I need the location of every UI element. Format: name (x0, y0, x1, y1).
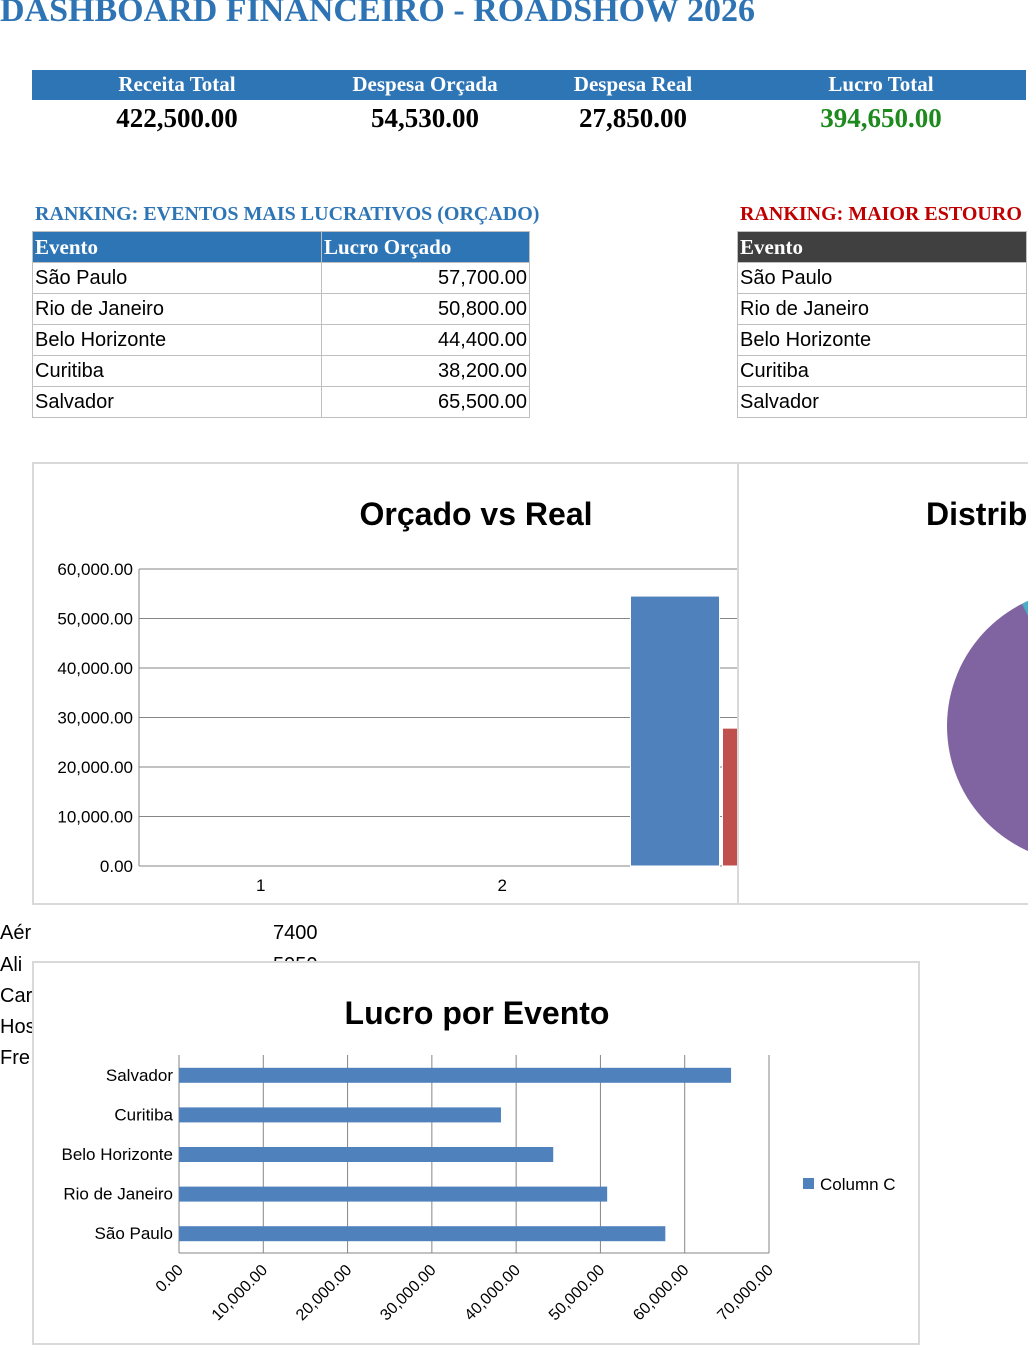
y-tick-label: 60,000.00 (57, 560, 133, 579)
bar (179, 1186, 608, 1202)
cell-lucro[interactable]: 57,700.00 (321, 262, 530, 294)
kpi-value-despesa-real: 27,850.00 (579, 103, 687, 133)
cell-label[interactable]: Fre (0, 1047, 30, 1069)
table-row: Curitiba 38,200.00 (32, 355, 530, 387)
y-tick-label: São Paulo (95, 1224, 173, 1243)
chart-title: Orçado vs Real (359, 496, 593, 532)
cell-evento[interactable]: Curitiba (32, 355, 322, 387)
cell-evento[interactable]: Belo Horizonte (737, 324, 1027, 356)
bar (179, 1067, 732, 1083)
bar (179, 1107, 501, 1123)
chart-lucro-por-evento-plot: 0.00 10,000.00 20,000.00 30,000.00 40,000.00… (61, 1055, 896, 1324)
cell-evento[interactable]: São Paulo (32, 262, 322, 294)
pie-chart (947, 600, 1028, 852)
cell-evento[interactable]: Salvador (32, 386, 322, 418)
table-row: Belo Horizonte 44,400.00 (32, 324, 530, 356)
cell-evento[interactable]: Rio de Janeiro (32, 293, 322, 325)
kpi-label-despesa-orcada: Despesa Orçada (352, 72, 498, 96)
cell-lucro[interactable]: 50,800.00 (321, 293, 530, 325)
table-row: Salvador (737, 386, 1027, 418)
kpi-value-receita: 422,500.00 (116, 103, 238, 133)
y-tick-label: 40,000.00 (57, 659, 133, 678)
cell-label[interactable]: Aér (0, 922, 32, 944)
y-tick-label: Salvador (106, 1066, 173, 1085)
legend-swatch (803, 1178, 814, 1189)
cell-evento[interactable]: Salvador (737, 386, 1027, 418)
bar (722, 727, 812, 867)
cell-lucro[interactable]: 44,400.00 (321, 324, 530, 356)
kpi-value-lucro: 394,650.00 (820, 103, 942, 133)
ranking-lucro-table: Evento Lucro Orçado São Paulo 57,700.00 Ri… (32, 231, 530, 418)
cell-value[interactable]: 7400 (273, 922, 318, 944)
header-lucro-orcado: Lucro Orçado (321, 231, 530, 263)
x-tick-label: 60,000.00 (630, 1262, 692, 1324)
x-tick-label: 2 (498, 876, 507, 895)
y-tick-label: Curitiba (114, 1105, 173, 1124)
kpi-value-despesa-orcada: 54,530.00 (371, 103, 479, 133)
y-tick-label: 50,000.00 (57, 610, 133, 629)
y-tick-label: 0.00 (100, 857, 133, 876)
chart-distribuicao[interactable]: Distrib (737, 462, 1028, 905)
ranking-estouro-title: RANKING: MAIOR ESTOURO (740, 203, 1022, 225)
cell-lucro[interactable]: 65,500.00 (321, 386, 530, 418)
kpi-label-receita: Receita Total (118, 72, 236, 96)
table-row: Belo Horizonte (737, 324, 1027, 356)
x-tick-label: 20,000.00 (293, 1262, 355, 1324)
bar (630, 595, 720, 867)
chart-lucro-por-evento[interactable]: 0.00 10,000.00 20,000.00 30,000.00 40,000.00… (32, 961, 920, 1345)
chart-orcado-vs-real[interactable]: 0.00 10,000.00 20,000.00 30,000.00 40,000.00… (32, 462, 812, 905)
table-row: Curitiba (737, 355, 1027, 387)
legend-label: Column C (820, 1175, 896, 1194)
cell-lucro[interactable]: 38,200.00 (321, 355, 530, 387)
cell-evento[interactable]: Curitiba (737, 355, 1027, 387)
cell-label[interactable]: Ali (0, 954, 23, 976)
table-row: São Paulo (737, 262, 1027, 294)
x-tick-label: 30,000.00 (377, 1262, 439, 1324)
y-tick-label: 30,000.00 (57, 709, 133, 728)
table-row: São Paulo 57,700.00 (32, 262, 530, 294)
cell-label[interactable]: Car (0, 985, 33, 1007)
x-tick-label: 70,000.00 (714, 1262, 776, 1324)
table-row: Rio de Janeiro 50,800.00 (32, 293, 530, 325)
header-evento: Evento (32, 231, 322, 263)
ranking-estouro-table: Evento São Paulo Rio de Janeiro Belo Hor… (737, 231, 1027, 418)
kpi-label-lucro: Lucro Total (828, 72, 934, 96)
y-tick-label: Rio de Janeiro (63, 1185, 173, 1204)
dashboard-title: DASHBOARD FINANCEIRO - ROADSHOW 2026 (0, 0, 755, 29)
x-tick-label: 0.00 (153, 1262, 187, 1296)
ranking-lucro-title: RANKING: EVENTOS MAIS LUCRATIVOS (ORÇADO… (35, 203, 540, 225)
x-tick-label: 1 (256, 876, 265, 895)
bar (179, 1147, 554, 1162)
x-tick-label: 10,000.00 (209, 1262, 271, 1324)
chart-title: Distrib (926, 496, 1028, 532)
kpi-header-bar (32, 70, 1026, 100)
cell-label[interactable]: Hos (0, 1016, 36, 1038)
cell-evento[interactable]: Rio de Janeiro (737, 293, 1027, 325)
chart-title: Lucro por Evento (344, 995, 610, 1031)
y-tick-label: 20,000.00 (57, 758, 133, 777)
pie-slice (1022, 600, 1028, 616)
y-tick-label: 10,000.00 (57, 808, 133, 827)
x-tick-label: 40,000.00 (462, 1262, 524, 1324)
table-row: Rio de Janeiro (737, 293, 1027, 325)
y-tick-label: Belo Horizonte (61, 1145, 173, 1164)
cell-evento[interactable]: Belo Horizonte (32, 324, 322, 356)
cell-evento[interactable]: São Paulo (737, 262, 1027, 294)
table-row: Salvador 65,500.00 (32, 386, 530, 418)
pie-slice (947, 600, 1028, 852)
x-tick-label: 50,000.00 (546, 1262, 608, 1324)
kpi-label-despesa-real: Despesa Real (573, 72, 693, 96)
header-evento: Evento (737, 231, 1027, 263)
bar (179, 1226, 666, 1242)
